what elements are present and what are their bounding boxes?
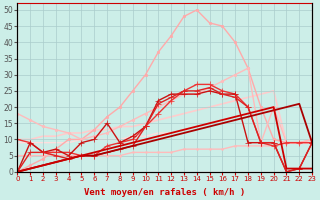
X-axis label: Vent moyen/en rafales ( km/h ): Vent moyen/en rafales ( km/h ): [84, 188, 245, 197]
